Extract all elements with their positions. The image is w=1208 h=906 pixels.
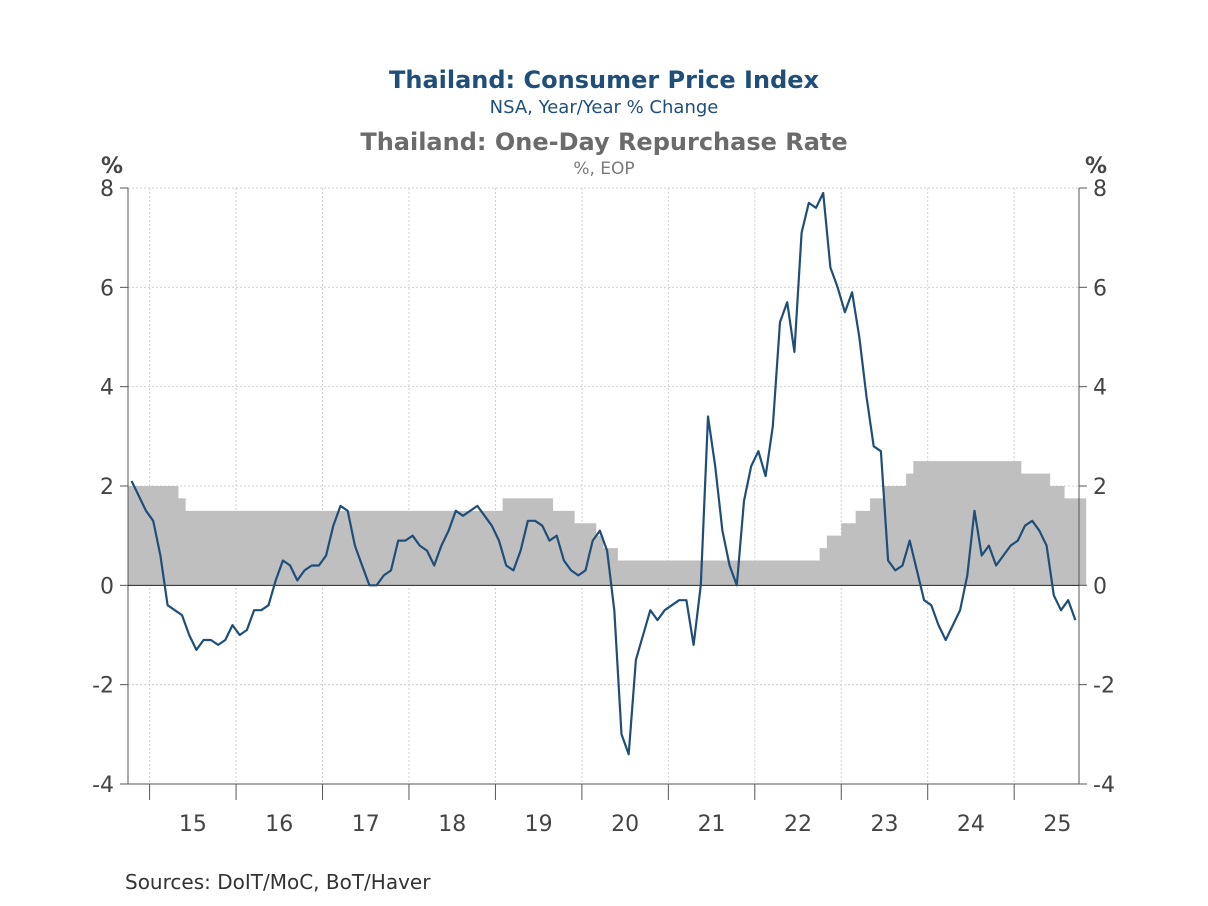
x-tick-label: 17 xyxy=(352,812,380,837)
x-tick-label: 20 xyxy=(611,812,639,837)
y-unit-label-left: % xyxy=(101,154,123,179)
y-tick-label-right: 2 xyxy=(1093,475,1107,500)
x-tick-label: 22 xyxy=(784,812,812,837)
y-tick-label-right: 4 xyxy=(1093,376,1107,401)
y-tick-label-left: 4 xyxy=(100,376,114,401)
chart-subtitle-rate: %, EOP xyxy=(573,159,635,179)
cpi-series-line xyxy=(130,191,1077,756)
y-tick-label-left: 8 xyxy=(100,177,114,202)
y-tick-label-right: 8 xyxy=(1093,177,1107,202)
chart-title-cpi: Thailand: Consumer Price Index xyxy=(388,66,820,94)
x-tick-label: 21 xyxy=(698,812,726,837)
x-tick-label: 23 xyxy=(870,812,898,837)
y-tick-label-left: -4 xyxy=(92,773,114,798)
x-tick-label: 19 xyxy=(525,812,553,837)
rate-area xyxy=(128,461,1087,586)
x-tick-label: 15 xyxy=(179,812,207,837)
y-tick-label-right: 6 xyxy=(1093,276,1107,301)
chart-subtitle-cpi: NSA, Year/Year % Change xyxy=(489,97,719,118)
x-tick-label: 18 xyxy=(438,812,466,837)
source-note: Sources: DoIT/MoC, BoT/Haver xyxy=(125,870,431,894)
x-tick-label: 25 xyxy=(1043,812,1071,837)
y-tick-label-left: 0 xyxy=(100,574,114,599)
x-tick-label: 24 xyxy=(957,812,985,837)
y-tick-label-right: -2 xyxy=(1093,674,1115,699)
y-tick-label-left: 2 xyxy=(100,475,114,500)
cpi-line-group xyxy=(130,191,1077,756)
y-tick-label-right: 0 xyxy=(1093,574,1107,599)
x-tick-label: 16 xyxy=(265,812,293,837)
chart-title-rate: Thailand: One-Day Repurchase Rate xyxy=(360,128,848,156)
y-tick-label-right: -4 xyxy=(1093,773,1115,798)
y-tick-label-left: -2 xyxy=(92,674,114,699)
y-unit-label-right: % xyxy=(1085,154,1107,179)
axis-labels: -4 -4-2 -20 02 24 46 68 815 16 17 18 19 20 21 22 23 24 25… xyxy=(92,154,1115,837)
y-tick-label-left: 6 xyxy=(100,276,114,301)
rate-series-area xyxy=(128,461,1087,586)
